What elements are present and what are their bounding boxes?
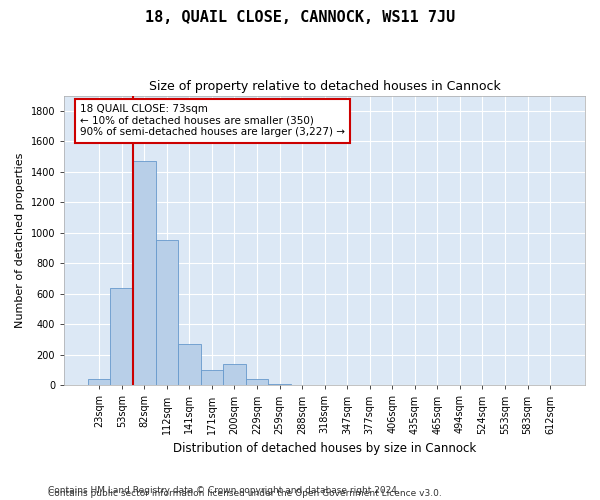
Bar	[245, 379, 268, 386]
Text: Contains HM Land Registry data © Crown copyright and database right 2024.: Contains HM Land Registry data © Crown c…	[48, 486, 400, 495]
Y-axis label: Number of detached properties: Number of detached properties	[15, 152, 25, 328]
Text: 18, QUAIL CLOSE, CANNOCK, WS11 7JU: 18, QUAIL CLOSE, CANNOCK, WS11 7JU	[145, 10, 455, 25]
Bar	[110, 288, 133, 386]
Bar	[88, 379, 110, 386]
X-axis label: Distribution of detached houses by size in Cannock: Distribution of detached houses by size …	[173, 442, 476, 455]
Bar	[223, 364, 245, 386]
Bar	[133, 161, 155, 386]
Bar	[268, 384, 291, 386]
Title: Size of property relative to detached houses in Cannock: Size of property relative to detached ho…	[149, 80, 500, 93]
Text: 18 QUAIL CLOSE: 73sqm
← 10% of detached houses are smaller (350)
90% of semi-det: 18 QUAIL CLOSE: 73sqm ← 10% of detached …	[80, 104, 345, 138]
Bar	[178, 344, 200, 386]
Text: Contains public sector information licensed under the Open Government Licence v3: Contains public sector information licen…	[48, 488, 442, 498]
Bar	[200, 370, 223, 386]
Bar	[155, 240, 178, 386]
